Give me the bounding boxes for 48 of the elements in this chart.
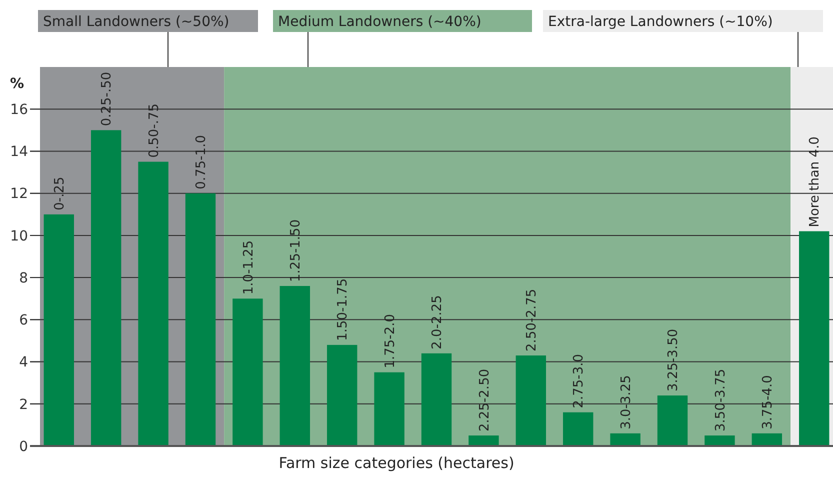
y-tick-label: 6 — [19, 312, 28, 329]
band-label: Medium Landowners (~40%) — [278, 14, 482, 30]
x-tick-label: 3.0-3.25 — [618, 375, 634, 430]
bar — [90, 130, 122, 446]
x-tick-label: 1.50-1.75 — [336, 278, 351, 341]
x-tick-label: 3.25-3.50 — [666, 328, 682, 392]
bar — [326, 344, 358, 446]
x-tick-label: 0.50-.75 — [146, 103, 162, 158]
bar — [752, 433, 782, 446]
x-tick-label: 3.50-3.75 — [713, 368, 728, 432]
bar — [44, 214, 74, 446]
y-tick-label: 4 — [19, 354, 28, 371]
y-tick-label: 8 — [19, 270, 28, 286]
x-tick-label: 1.0-1.25 — [241, 240, 256, 295]
bar — [374, 372, 404, 446]
y-tick-label: 10 — [10, 228, 28, 244]
x-tick-label: 0-.25 — [52, 176, 68, 210]
x-tick-label: 1.75-2.0 — [382, 314, 398, 368]
x-tick-label: 2.75-3.0 — [572, 354, 587, 408]
bar — [799, 231, 830, 446]
bar — [563, 412, 594, 446]
y-tick-label: 2 — [19, 396, 28, 413]
band-label: Extra-large Landowners (~10%) — [548, 14, 773, 30]
bar — [232, 298, 263, 446]
bar — [657, 395, 688, 446]
x-tick-label: 2.50-2.75 — [524, 288, 540, 352]
x-tick-label: 2.25-2.50 — [477, 368, 492, 432]
bar — [138, 162, 168, 446]
bar — [516, 355, 546, 446]
x-tick-label: 1.25-1.50 — [288, 219, 304, 282]
x-tick-label: 3.75-4.0 — [760, 375, 776, 430]
x-tick-label: 2.0-2.25 — [430, 295, 446, 350]
bar — [421, 353, 452, 446]
x-tick-label: 0.25-.50 — [100, 72, 115, 126]
y-tick-label: 12 — [10, 186, 28, 202]
x-tick-label: More than 4.0 — [808, 136, 823, 228]
y-tick-label: 16 — [10, 102, 28, 118]
y-tick-label: 14 — [10, 144, 28, 160]
y-axis-title: % — [10, 76, 24, 92]
x-tick-label: 0.75-1.0 — [194, 135, 210, 190]
bar — [468, 435, 499, 446]
bar — [610, 433, 640, 446]
bar — [280, 286, 310, 446]
band-label: Small Landowners (~50%) — [43, 14, 230, 30]
x-axis-title: Farm size categories (hectares) — [278, 454, 514, 472]
y-tick-label: 0 — [19, 438, 28, 455]
bar — [704, 435, 735, 446]
bar — [185, 193, 216, 446]
